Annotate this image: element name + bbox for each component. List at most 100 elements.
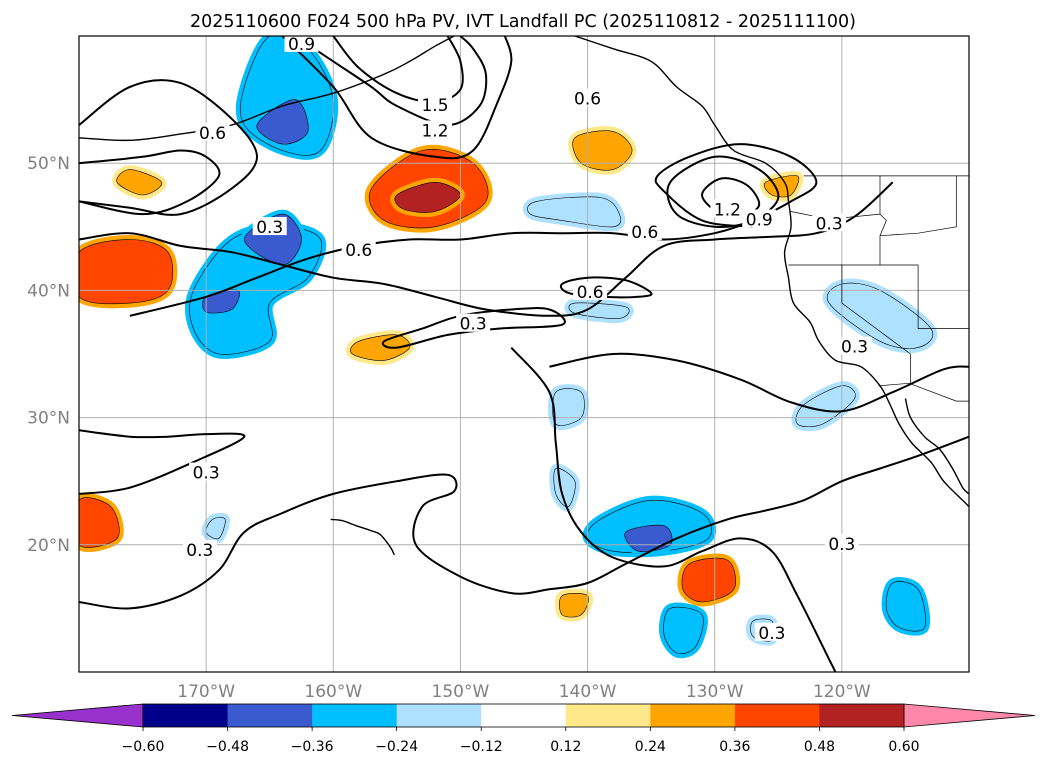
contour-label: 0.3 <box>460 315 487 335</box>
pv-contour-line <box>79 181 894 317</box>
colorbar-tick-label: 0.48 <box>804 739 835 755</box>
contour-label-bg <box>742 209 777 228</box>
lat-tick-label: 30°N <box>27 409 70 429</box>
ivt-pc-region <box>394 181 461 213</box>
pv-contour-line <box>559 276 653 299</box>
colorbar-tick-label: 0.12 <box>550 739 581 755</box>
contour-label: 0.3 <box>758 624 785 644</box>
contour-label: 1.2 <box>714 200 741 220</box>
colorbar-tick-label: −0.12 <box>460 739 503 755</box>
ivt-pc-region <box>885 581 926 632</box>
contour-label-bg <box>754 622 789 641</box>
ivt-pc-region <box>79 497 120 548</box>
colorbar-tick-label: −0.60 <box>122 739 165 755</box>
ivt-pc-region <box>663 606 704 654</box>
contour-label-bg <box>456 313 491 332</box>
chart-title: 2025110600 F024 500 hPa PV, IVT Landfall… <box>190 12 856 32</box>
state-lines-2 <box>879 175 887 265</box>
contour-label: 0.6 <box>631 223 658 243</box>
ivt-pc-region <box>568 302 630 319</box>
contour-label-bg <box>824 533 859 552</box>
state-lines-5 <box>879 175 957 237</box>
state-lines <box>788 264 911 384</box>
map-plot-area: 1.51.20.60.60.30.60.61.20.9 0.30.60.30.30… <box>79 35 969 672</box>
contour-label-bg <box>627 222 662 241</box>
colorbar-segment <box>565 704 651 727</box>
contour-label-bg <box>252 217 287 236</box>
contour-label: 0.3 <box>816 214 843 234</box>
ivt-pc-region <box>527 196 622 228</box>
ivt-pc-region <box>350 334 411 361</box>
us-mexico-border <box>878 382 969 402</box>
colorbar-tick-label: 0.60 <box>888 739 919 755</box>
baja-east-coast <box>904 398 969 495</box>
contour-label-bg <box>573 281 608 300</box>
colorbar-segment <box>819 704 905 727</box>
ivt-pc-region <box>681 557 736 603</box>
contour-label-bg <box>812 213 847 232</box>
pv-contour-line <box>79 435 969 610</box>
colorbar-tick-label: −0.48 <box>206 739 249 755</box>
colorbar-tick-label: −0.24 <box>375 739 418 755</box>
contour-label: 0.6 <box>574 90 601 110</box>
lat-tick-label: 40°N <box>27 281 70 301</box>
coastlines <box>79 36 969 556</box>
colorbar-extend-low <box>11 703 144 728</box>
contour-label: 0.9 <box>288 35 315 55</box>
contour-label: 0.6 <box>577 283 604 303</box>
contour-label-bg <box>195 122 230 141</box>
contour-label: 0.3 <box>193 464 220 484</box>
colorbar-tick-label: 0.24 <box>635 739 666 755</box>
lon-tick-label: 170°W <box>177 682 235 702</box>
colorbar-tick-label: 0.36 <box>719 739 750 755</box>
contour-label-bg <box>418 94 452 113</box>
contour-label: 0.6 <box>345 241 372 261</box>
pv-contour-line <box>79 149 221 216</box>
colorbar-extend-high <box>903 703 1036 728</box>
aleutian-islands <box>79 36 455 142</box>
lat-tick-label: 50°N <box>27 154 70 174</box>
colorbar-segment <box>396 704 482 727</box>
map-frame <box>78 35 970 673</box>
contour-label: 0.3 <box>828 535 855 555</box>
pv-contour-line <box>510 346 837 672</box>
contour-label-bg <box>284 36 319 52</box>
lon-tick-label: 130°W <box>686 682 744 702</box>
gridlines <box>79 36 969 672</box>
contour-label: 0.3 <box>841 338 868 358</box>
colorbar-segment <box>143 704 229 727</box>
lat-tick-label: 20°N <box>27 536 70 556</box>
colorbar-segment <box>650 704 736 727</box>
lon-tick-label: 160°W <box>304 682 362 702</box>
longitude-tick-labels: 170°W 160°W 150°W 140°W 130°W 120°W <box>177 682 871 702</box>
pv-contours <box>79 36 969 672</box>
colorbar-tick-label: −0.36 <box>291 739 334 755</box>
colorbar-segment <box>481 704 567 727</box>
colorbar-segment <box>734 704 820 727</box>
ivt-pc-region <box>116 169 163 196</box>
contour-label-bg <box>570 88 605 107</box>
ivt-pc-region <box>256 99 309 145</box>
contour-label: 1.5 <box>421 96 448 116</box>
contour-label-bg <box>710 199 745 218</box>
state-lines-4 <box>841 264 969 329</box>
pv-contour-line <box>281 36 513 160</box>
colorbar-frame <box>142 703 905 728</box>
north-america-coast <box>574 36 969 508</box>
contour-label-bg <box>837 336 872 355</box>
ivt-pc-region <box>763 175 800 198</box>
contour-label: 0.9 <box>746 210 773 230</box>
ivt-pc-region <box>559 593 589 618</box>
pv-contour-line <box>79 79 259 216</box>
pv-contour-line <box>381 307 566 349</box>
colorbar-segment <box>227 704 313 727</box>
pv-contour-line <box>129 143 818 317</box>
ivt-pc-region <box>79 239 174 305</box>
contour-labels: 1.51.20.60.60.30.60.61.20.9 0.30.60.30.30… <box>182 35 872 644</box>
contour-label: 1.2 <box>421 121 448 141</box>
latitude-tick-labels: 50°N 40°N 30°N 20°N <box>27 154 70 556</box>
colorbar: −0.60 −0.48 −0.36 −0.24 −0.12 0.12 0.24 0.36 0.4… <box>11 703 1036 755</box>
contour-label-bg <box>189 462 224 481</box>
contour-label: 0.6 <box>199 124 226 144</box>
pv-contour-line <box>79 429 246 495</box>
